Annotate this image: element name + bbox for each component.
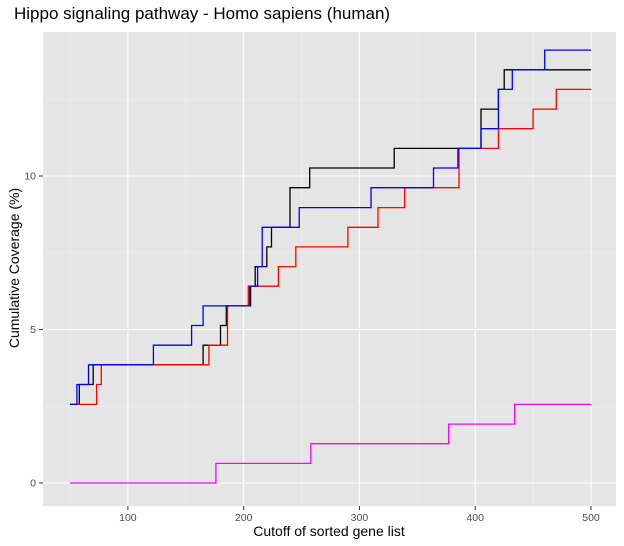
y-axis-title: Cumulative Coverage (%)	[6, 188, 22, 348]
chart-title: Hippo signaling pathway - Homo sapiens (…	[14, 4, 391, 23]
y-tick-label: 10	[24, 171, 36, 183]
series-line-2	[70, 88, 591, 406]
y-tick-label: 0	[30, 478, 36, 490]
x-tick-label: 500	[582, 512, 600, 524]
grid-layer	[43, 32, 616, 506]
y-tick-label: 5	[30, 324, 36, 336]
plot-panel	[43, 32, 616, 506]
x-axis-title: Cutoff of sorted gene list	[253, 523, 405, 539]
series-line-4	[70, 403, 591, 484]
series-line-3	[70, 49, 591, 406]
x-tick-label: 200	[235, 512, 253, 524]
x-tick-label: 300	[351, 512, 369, 524]
x-tick-label: 100	[119, 512, 137, 524]
x-tick-label: 400	[466, 512, 484, 524]
axis-layer: 100 200 300 400 500 0 5 10	[24, 171, 600, 525]
series-layer	[70, 49, 591, 484]
